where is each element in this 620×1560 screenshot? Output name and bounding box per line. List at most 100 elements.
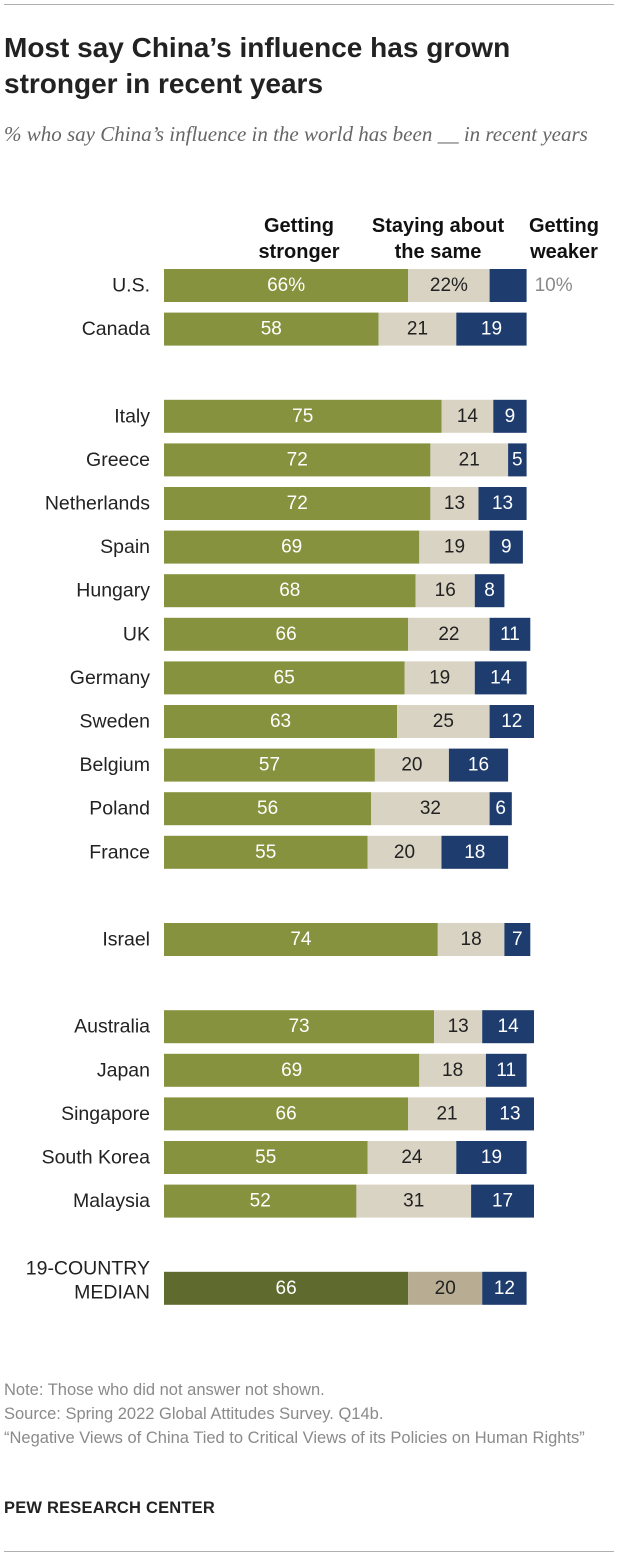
- category-label: Sweden: [80, 711, 150, 733]
- value-label-weaker: 14: [490, 667, 512, 688]
- category-label: Malaysia: [73, 1190, 150, 1212]
- bar-segment-weaker: [471, 1184, 534, 1218]
- bar-segment-weaker: [485, 1053, 527, 1087]
- value-label-weaker: 10%: [535, 275, 573, 296]
- bar-segment-weaker: [489, 705, 534, 738]
- value-label-weaker: 13: [499, 1103, 520, 1124]
- value-label-stronger: 63: [270, 711, 291, 732]
- bar-segment-same: [441, 399, 494, 433]
- bar-segment-stronger: [164, 923, 438, 956]
- value-label-weaker: 11: [496, 1060, 516, 1081]
- bar-segment-stronger: [164, 748, 375, 782]
- bar-segment-weaker: [489, 792, 512, 826]
- category-label: Netherlands: [45, 493, 150, 515]
- value-label-stronger: 73: [288, 1016, 309, 1037]
- column-header-same: Staying about the same: [371, 215, 505, 263]
- value-label-weaker: 6: [495, 798, 506, 819]
- note-text: Note: Those who did not answer not shown…: [4, 1381, 325, 1399]
- value-label-same: 31: [403, 1191, 424, 1212]
- bar-segment-same: [374, 748, 449, 782]
- bar-segment-same: [408, 269, 490, 302]
- bar-segment-same: [408, 1097, 486, 1131]
- value-label-stronger: 55: [255, 1147, 276, 1168]
- bar-segment-same: [434, 1010, 483, 1044]
- category-label: Israel: [102, 929, 150, 951]
- value-label-same: 20: [401, 755, 422, 776]
- category-label: Greece: [86, 449, 150, 471]
- bar-segment-stronger: [164, 312, 379, 346]
- category-label: South Korea: [42, 1147, 151, 1169]
- bar-segment-same: [367, 1141, 457, 1174]
- value-label-stronger: 69: [281, 1060, 302, 1081]
- value-label-stronger: 65: [274, 667, 295, 688]
- bar-segment-weaker: [456, 312, 527, 346]
- value-label-stronger: 68: [279, 580, 300, 601]
- bar-segment-stronger: [164, 1271, 409, 1305]
- bar-segment-stronger: [164, 1184, 357, 1218]
- bar-segment-stronger: [164, 443, 431, 477]
- category-label: Poland: [89, 798, 150, 820]
- value-label-weaker: 12: [494, 1278, 515, 1299]
- bar-segment-same: [430, 443, 509, 477]
- category-label: Spain: [100, 536, 150, 558]
- category-label: Australia: [74, 1016, 150, 1038]
- value-label-stronger: 72: [287, 449, 308, 470]
- bar-segment-stronger: [164, 617, 409, 651]
- value-label-weaker: 19: [481, 319, 502, 340]
- bar-segment-weaker: [482, 1271, 527, 1305]
- report-title: “Negative Views of China Tied to Critica…: [4, 1429, 585, 1447]
- category-label: Belgium: [80, 754, 150, 776]
- value-label-same: 21: [407, 319, 428, 340]
- value-label-stronger: 56: [257, 798, 278, 819]
- value-label-same: 16: [435, 580, 456, 601]
- bar-segment-stronger: [164, 661, 405, 695]
- value-label-same: 13: [448, 1016, 469, 1037]
- bar-segment-stronger: [164, 792, 372, 826]
- value-label-weaker: 19: [481, 1147, 502, 1168]
- value-label-same: 21: [459, 449, 480, 470]
- bar-segment-stronger: [164, 705, 398, 738]
- value-label-weaker: 5: [512, 449, 523, 470]
- bar-segment-weaker: [474, 661, 527, 695]
- value-label-stronger: 69: [281, 537, 302, 558]
- value-label-stronger: 58: [261, 319, 282, 340]
- brand-logo-text: PEW RESEARCH CENTER: [4, 1499, 215, 1517]
- value-label-weaker: 11: [500, 624, 520, 645]
- bar-segment-same: [430, 487, 479, 520]
- category-label: UK: [123, 623, 150, 645]
- value-label-stronger: 72: [287, 493, 308, 514]
- top-rule: [4, 4, 614, 5]
- value-label-stronger: 66: [276, 1278, 297, 1299]
- bar-segment-stronger: [164, 574, 416, 608]
- category-label: Japan: [97, 1059, 150, 1081]
- bar-segment-same: [408, 1271, 483, 1305]
- value-label-same: 19: [429, 667, 450, 688]
- bar-segment-stronger: [164, 1010, 435, 1044]
- category-label: Italy: [114, 405, 150, 427]
- value-label-same: 25: [433, 711, 454, 732]
- bar-segment-weaker: [448, 748, 509, 782]
- value-label-same: 14: [457, 406, 479, 427]
- bar-segment-weaker: [456, 1141, 527, 1174]
- value-label-stronger: 66: [276, 624, 297, 645]
- value-label-stronger: 75: [292, 406, 313, 427]
- bar-segment-weaker: [504, 923, 531, 956]
- category-label: France: [89, 841, 150, 863]
- value-label-same: 20: [435, 1278, 456, 1299]
- bar-segment-weaker: [485, 1097, 534, 1131]
- category-label: U.S.: [112, 275, 150, 297]
- chart-subtitle: % who say China’s influence in the world…: [4, 122, 588, 146]
- value-label-same: 22%: [430, 275, 468, 296]
- bar-segment-weaker: [478, 487, 527, 520]
- bar-segment-same: [371, 792, 490, 826]
- value-label-weaker: 18: [464, 842, 485, 863]
- bar-segment-stronger: [164, 1141, 368, 1174]
- value-label-weaker: 9: [501, 537, 512, 558]
- value-label-weaker: 12: [501, 711, 522, 732]
- bar-segment-same: [419, 530, 490, 564]
- category-label: Hungary: [76, 580, 150, 602]
- value-label-weaker: 14: [498, 1016, 520, 1037]
- value-label-stronger: 66: [276, 1103, 297, 1124]
- value-label-stronger: 52: [250, 1191, 271, 1212]
- bar-segment-weaker: [482, 1010, 534, 1044]
